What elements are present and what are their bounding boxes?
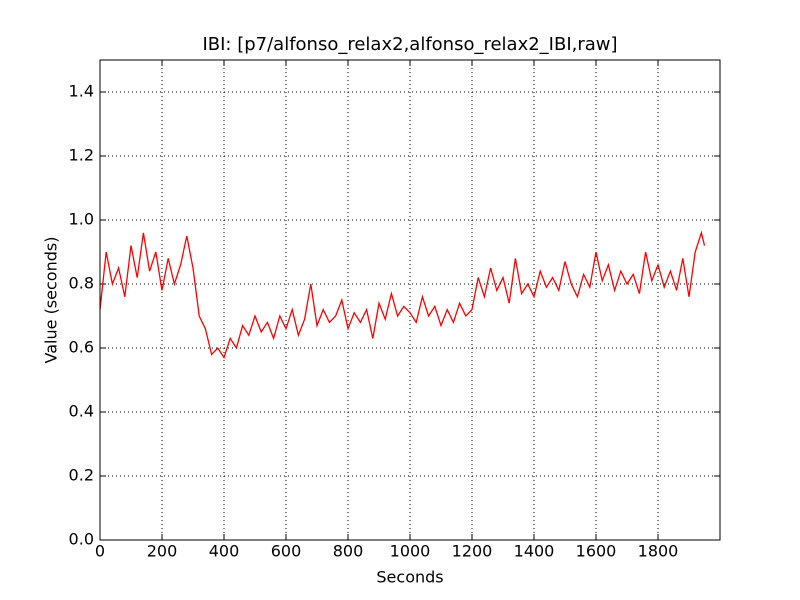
y-tick-label: 0.2 <box>69 466 94 485</box>
x-tick-label: 0 <box>95 542 105 561</box>
x-tick-label: 1000 <box>390 542 431 561</box>
y-tick-label: 0.0 <box>69 530 94 549</box>
y-tick-label: 1.0 <box>69 210 94 229</box>
y-tick-label: 0.4 <box>69 402 94 421</box>
y-tick-label: 0.6 <box>69 338 94 357</box>
data-line <box>99 230 706 360</box>
x-axis-label: Seconds <box>376 568 443 587</box>
x-tick-label: 800 <box>333 542 364 561</box>
y-axis-label: Value (seconds) <box>42 237 61 364</box>
y-tick-label: 1.4 <box>69 82 94 101</box>
x-tick-label: 1200 <box>452 542 493 561</box>
y-tick-label: 1.2 <box>69 146 94 165</box>
x-tick-label: 1600 <box>576 542 617 561</box>
x-tick-label: 600 <box>271 542 302 561</box>
x-tick-label: 400 <box>209 542 240 561</box>
x-tick-label: 200 <box>147 542 178 561</box>
y-tick-label: 0.8 <box>69 274 94 293</box>
x-tick-label: 1800 <box>638 542 679 561</box>
chart-title: IBI: [p7/alfonso_relax2,alfonso_relax2_I… <box>202 34 617 55</box>
x-tick-label: 1400 <box>514 542 555 561</box>
plot-frame <box>99 59 721 541</box>
